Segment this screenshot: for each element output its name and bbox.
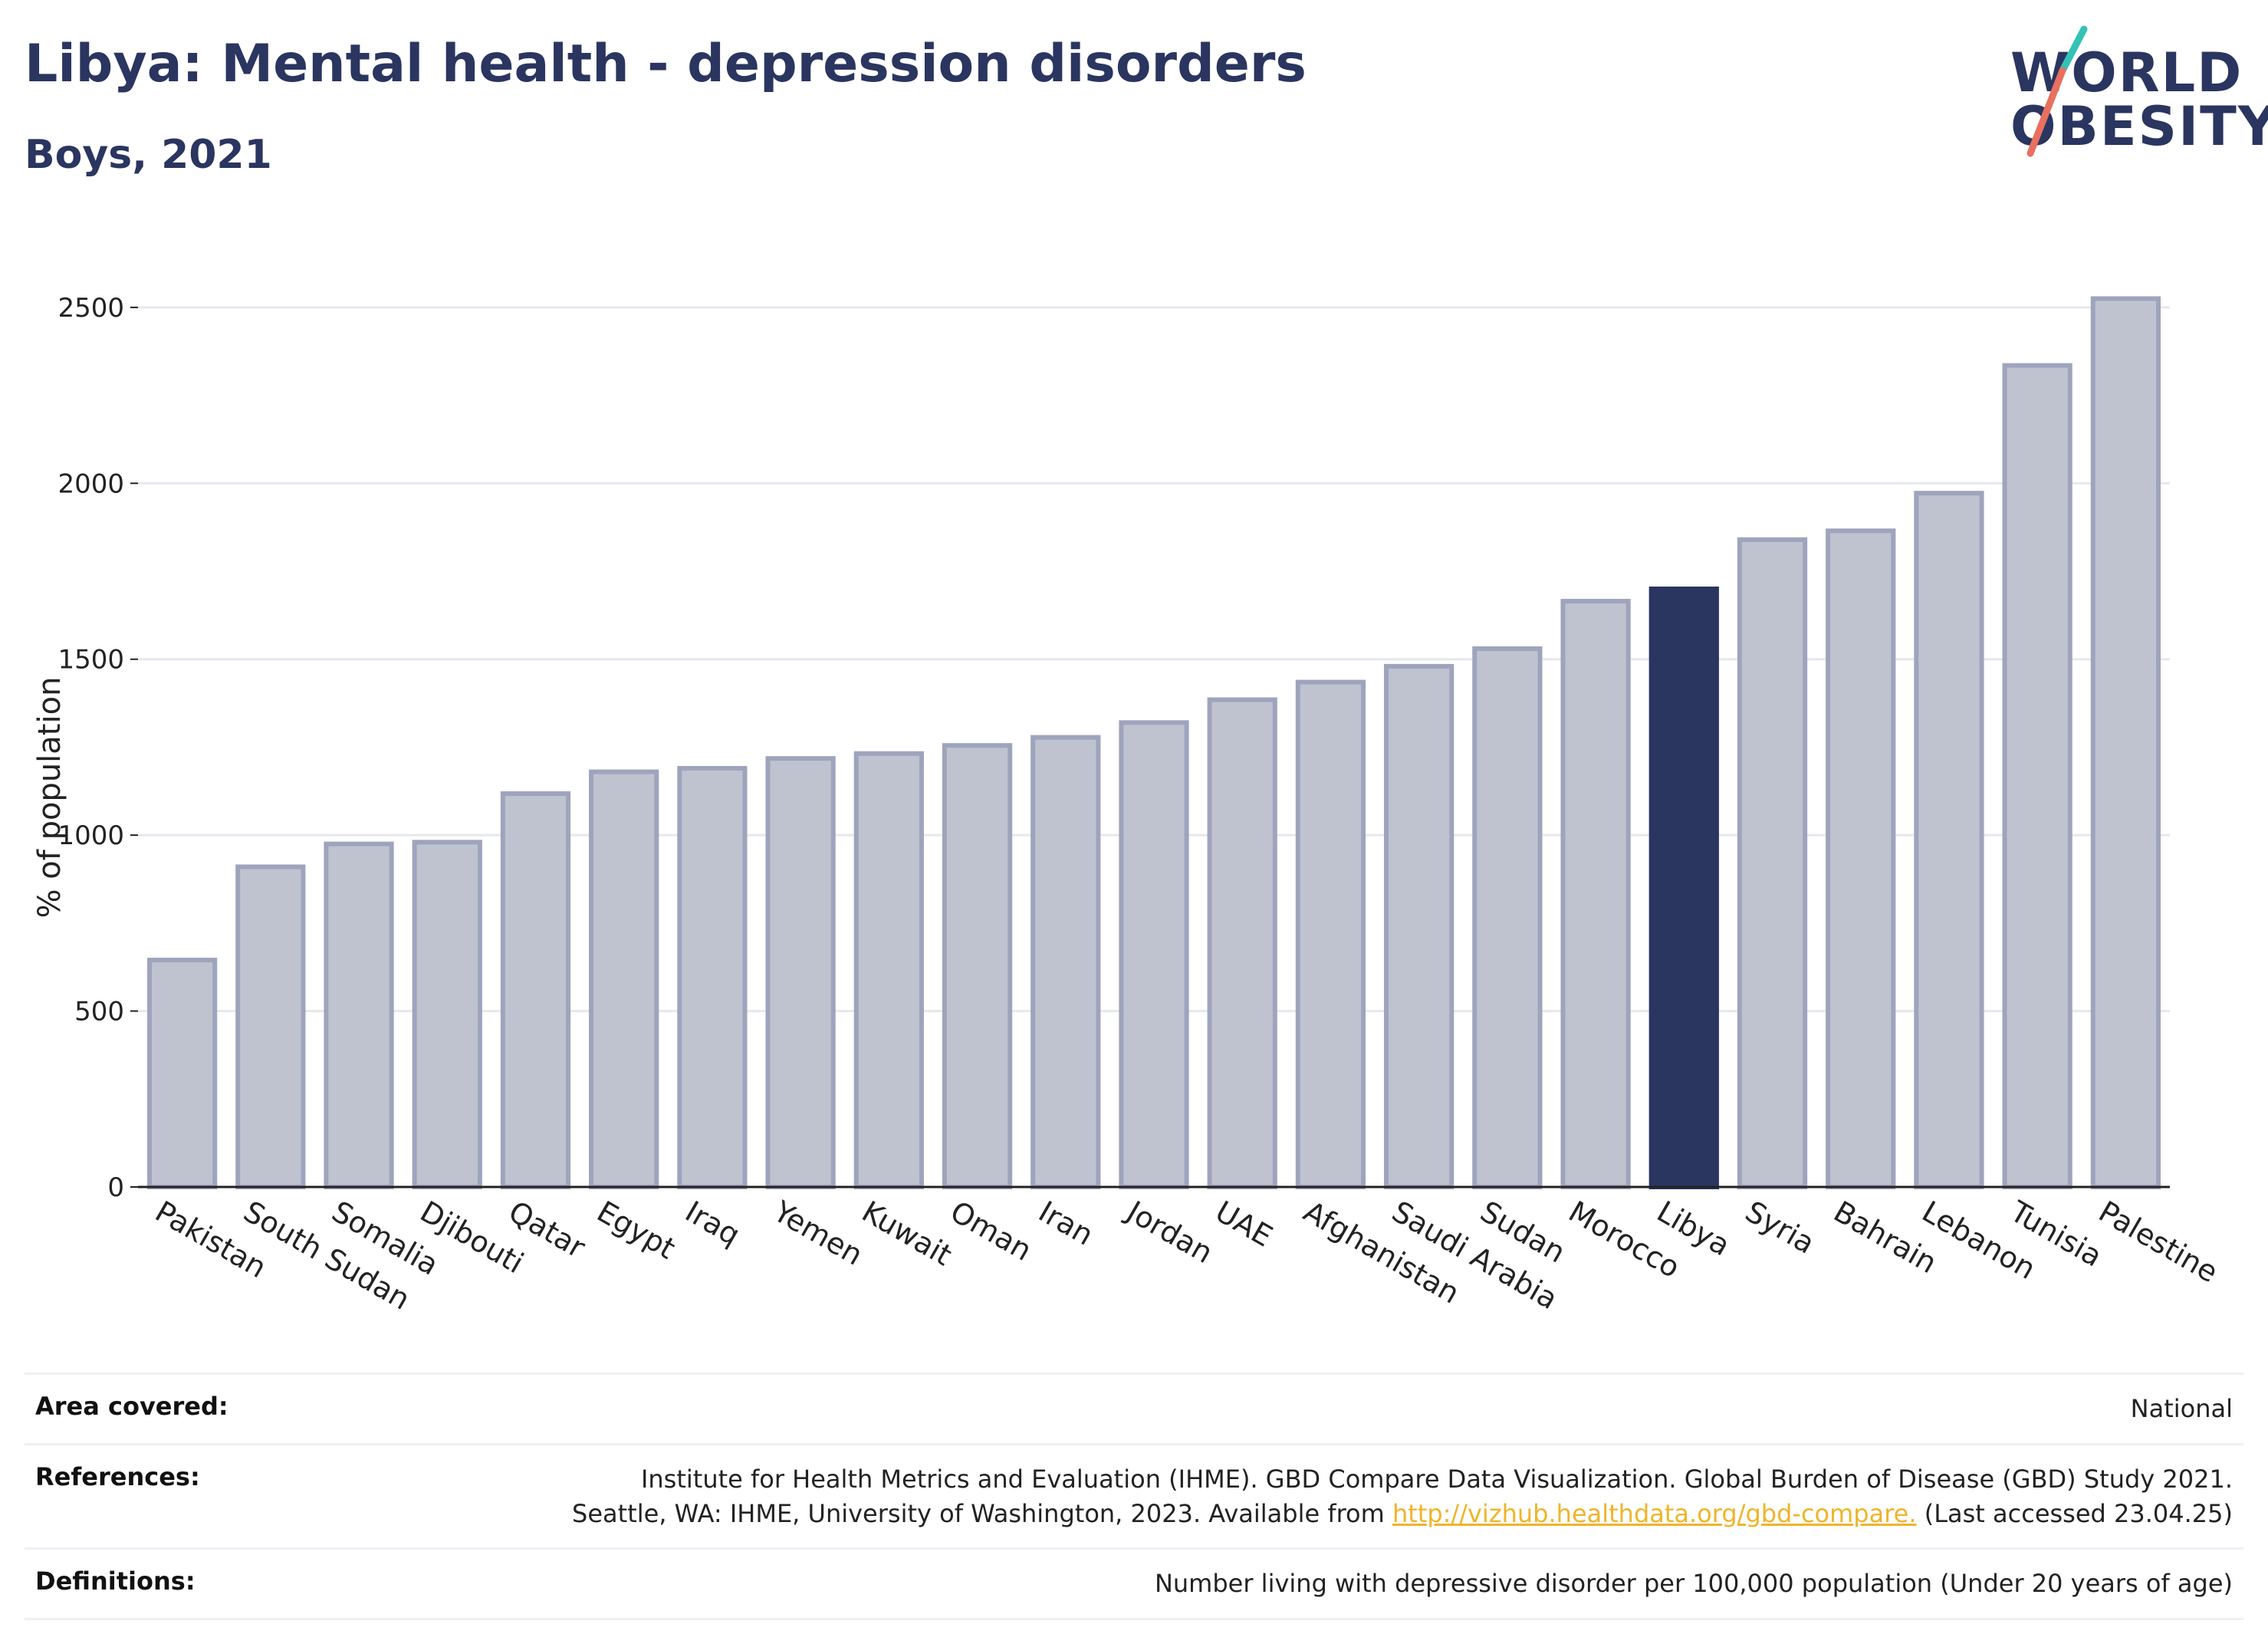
bar-afghanistan[interactable]	[1295, 679, 1366, 1189]
y-tick-label: 1000	[58, 820, 124, 851]
bar-uae[interactable]	[1207, 697, 1277, 1189]
x-tick-label: Kuwait	[856, 1195, 958, 1273]
references-line-1: Institute for Health Metrics and Evaluat…	[640, 1464, 2233, 1494]
x-tick-label: UAE	[1210, 1195, 1278, 1254]
x-tick-label: Egypt	[591, 1195, 681, 1266]
y-axis-label: % of population	[32, 677, 67, 919]
bar-pakistan[interactable]	[146, 958, 218, 1189]
logo-line-2: OBESITY	[2010, 95, 2268, 158]
references-value: Institute for Health Metrics and Evaluat…	[572, 1462, 2233, 1531]
x-tick-label: Iran	[1033, 1195, 1099, 1252]
references-link[interactable]: http://vizhub.healthdata.org/gbd-compare…	[1392, 1498, 1917, 1528]
bar-palestine[interactable]	[2090, 296, 2161, 1189]
x-tick-label: Yemen	[768, 1194, 869, 1272]
footer-row-references: References: Institute for Health Metrics…	[25, 1442, 2243, 1548]
footer-row-definitions: Definitions: Number living with depressi…	[25, 1547, 2243, 1621]
y-tick-label: 2000	[58, 469, 124, 499]
bar-sudan[interactable]	[1472, 646, 1543, 1189]
bar-yemen[interactable]	[765, 756, 836, 1189]
bar-tunisia[interactable]	[2002, 363, 2072, 1189]
bars	[146, 296, 2161, 1190]
bar-bahrain[interactable]	[1826, 528, 1896, 1189]
bar-morocco[interactable]	[1560, 599, 1631, 1189]
bar-iran[interactable]	[1030, 735, 1101, 1189]
bar-qatar[interactable]	[500, 791, 571, 1189]
area-covered-value: National	[2130, 1394, 2233, 1423]
x-tick-label: Jordan	[1120, 1194, 1218, 1271]
bar-lebanon[interactable]	[1914, 491, 1984, 1189]
x-tick-label: Syria	[1740, 1195, 1820, 1261]
bar-kuwait[interactable]	[853, 751, 924, 1189]
bar-south-sudan[interactable]	[235, 864, 306, 1189]
chart-footer: Area covered: National References: Insti…	[25, 1373, 2243, 1621]
x-tick-label: Iraq	[679, 1195, 745, 1252]
chart-subtitle: Boys, 2021	[25, 132, 272, 178]
bar-oman[interactable]	[942, 743, 1013, 1189]
bar-iraq[interactable]	[677, 765, 748, 1189]
references-label: References:	[35, 1461, 200, 1491]
bar-egypt[interactable]	[589, 769, 659, 1189]
bar-jordan[interactable]	[1119, 720, 1189, 1189]
bar-saudi-arabia[interactable]	[1384, 663, 1454, 1189]
references-line-2-text: Seattle, WA: IHME, University of Washing…	[572, 1498, 1392, 1528]
references-line-2-suffix: (Last accessed 23.04.25)	[1916, 1498, 2233, 1528]
bar-djibouti[interactable]	[412, 840, 482, 1190]
area-covered-label: Area covered:	[35, 1392, 228, 1421]
logo-slash-icon	[2026, 25, 2088, 157]
y-tick-label: 0	[107, 1172, 124, 1203]
y-axis: 0 500 1000 1500 2000 2500	[58, 293, 138, 1203]
world-obesity-logo[interactable]: WORLD OBESITY	[1994, 23, 2268, 161]
chart-title: Libya: Mental health - depression disord…	[25, 34, 1307, 94]
definitions-value: Number living with depressive disorder p…	[1154, 1569, 2233, 1599]
bar-syria[interactable]	[1737, 537, 1808, 1189]
y-tick-label: 1500	[58, 645, 124, 676]
definitions-label: Definitions:	[35, 1567, 196, 1596]
bar-somalia[interactable]	[324, 841, 394, 1189]
logo-line-1: WORLD	[2010, 41, 2243, 104]
references-line-2: Seattle, WA: IHME, University of Washing…	[572, 1497, 2233, 1531]
y-tick-label: 500	[74, 997, 124, 1027]
x-tick-label: Oman	[945, 1195, 1037, 1267]
bar-libya[interactable]	[1648, 586, 1719, 1189]
x-tick-label: Palestine	[2093, 1195, 2224, 1290]
footer-row-area: Area covered: National	[25, 1373, 2243, 1443]
y-tick-label: 2500	[58, 293, 124, 324]
